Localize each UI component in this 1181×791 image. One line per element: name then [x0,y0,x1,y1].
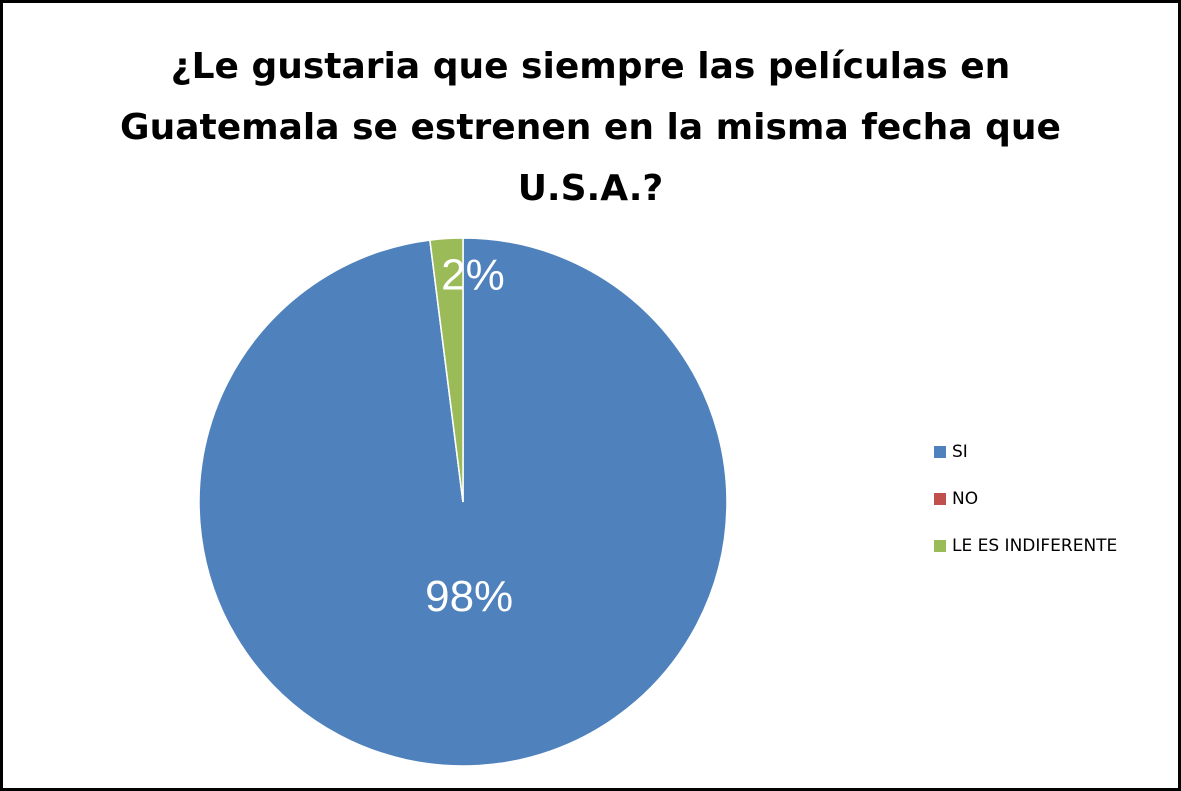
legend-swatch [934,493,946,505]
pie-slice [429,237,464,503]
data-label: 98% [425,572,513,621]
data-label: 2% [441,251,505,300]
legend-label: LE ES INDIFERENTE [952,536,1117,556]
legend-swatch [934,446,946,458]
legend-label: SI [952,442,968,462]
legend-swatch [934,540,946,552]
legend-label: NO [952,489,978,509]
chart-title: ¿Le gustaria que siempre las películas e… [120,46,1061,209]
